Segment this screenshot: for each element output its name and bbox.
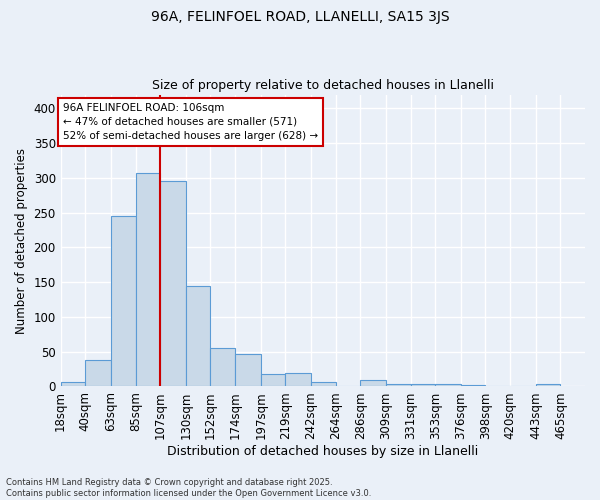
Bar: [410, 384, 435, 386]
Text: Contains HM Land Registry data © Crown copyright and database right 2025.
Contai: Contains HM Land Registry data © Crown c…: [6, 478, 371, 498]
Title: Size of property relative to detached houses in Llanelli: Size of property relative to detached ho…: [152, 79, 494, 92]
Bar: [536, 384, 560, 386]
Bar: [186, 286, 211, 386]
Text: 96A FELINFOEL ROAD: 106sqm
← 47% of detached houses are smaller (571)
52% of sem: 96A FELINFOEL ROAD: 106sqm ← 47% of deta…: [63, 103, 318, 141]
Bar: [85, 360, 111, 386]
Bar: [360, 380, 386, 386]
Text: 96A, FELINFOEL ROAD, LLANELLI, SA15 3JS: 96A, FELINFOEL ROAD, LLANELLI, SA15 3JS: [151, 10, 449, 24]
Bar: [435, 384, 461, 386]
Y-axis label: Number of detached properties: Number of detached properties: [15, 148, 28, 334]
Bar: [211, 348, 235, 387]
Bar: [386, 384, 410, 386]
Bar: [235, 354, 261, 386]
Bar: [111, 216, 136, 386]
Bar: [61, 382, 85, 386]
Bar: [136, 173, 160, 386]
Bar: [261, 374, 286, 386]
X-axis label: Distribution of detached houses by size in Llanelli: Distribution of detached houses by size …: [167, 444, 478, 458]
Bar: [286, 374, 311, 386]
Bar: [160, 182, 186, 386]
Bar: [461, 385, 485, 386]
Bar: [311, 382, 335, 386]
